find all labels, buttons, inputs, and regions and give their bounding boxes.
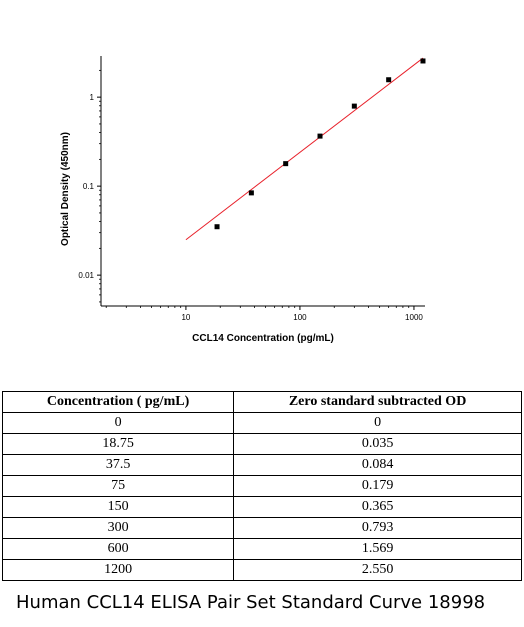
table-header-od: Zero standard subtracted OD [233,391,522,413]
data-point [317,133,323,139]
x-tick-label: 10 [181,313,190,322]
table-row: 1200 2.550 [1,559,522,581]
table-header-concentration: Concentration ( pg/mL) [1,391,235,413]
table-cell: 0.035 [233,433,522,455]
standard-curve-chart: 10 100 1000 0.01 0.1 1 CCL14 Concentration (p… [60,56,426,344]
x-axis-title: CCL14 Concentration (pg/mL) [192,333,334,344]
data-point [283,161,289,167]
data-point [248,190,254,196]
y-tick-label: 0.01 [78,271,94,280]
y-axis-title: Optical Density (450nm) [60,132,71,246]
table-cell: 1200 [1,559,235,581]
table-cell: 0.365 [233,496,522,518]
table-cell: 0.793 [233,517,522,539]
table-cell: 0.179 [233,475,522,497]
x-tick-label: 1000 [405,313,423,322]
table-cell: 0.084 [233,454,522,476]
table-row: 75 0.179 [1,475,522,497]
data-point [214,224,220,230]
data-point [351,103,357,109]
chart-axes: 10 100 1000 0.01 0.1 1 [78,56,425,322]
table-cell: 75 [1,475,235,497]
table-cell: 0 [233,412,522,434]
data-point [420,58,426,64]
table-cell: 37.5 [1,454,235,476]
table-cell: 2.550 [233,559,522,581]
table-cell: 1.569 [233,538,522,560]
x-tick-label: 100 [293,313,307,322]
y-tick-label: 1 [90,93,95,102]
table-row: 37.5 0.084 [1,454,522,476]
table-header-row: Concentration ( pg/mL) Zero standard sub… [1,391,522,413]
standard-table: Concentration ( pg/mL) Zero standard sub… [1,391,522,581]
table-row: 600 1.569 [1,538,522,560]
data-points [214,58,426,230]
fit-line [185,57,424,241]
table-row: 150 0.365 [1,496,522,518]
table-row: 300 0.793 [1,517,522,539]
table-cell: 0 [1,412,235,434]
table-cell: 150 [1,496,235,518]
table-cell: 18.75 [1,433,235,455]
figure-caption: Human CCL14 ELISA Pair Set Standard Curv… [16,592,486,613]
data-point [386,77,392,83]
table-cell: 300 [1,517,235,539]
table-cell: 600 [1,538,235,560]
y-tick-label: 0.1 [83,182,95,191]
table-row: 18.75 0.035 [1,433,522,455]
